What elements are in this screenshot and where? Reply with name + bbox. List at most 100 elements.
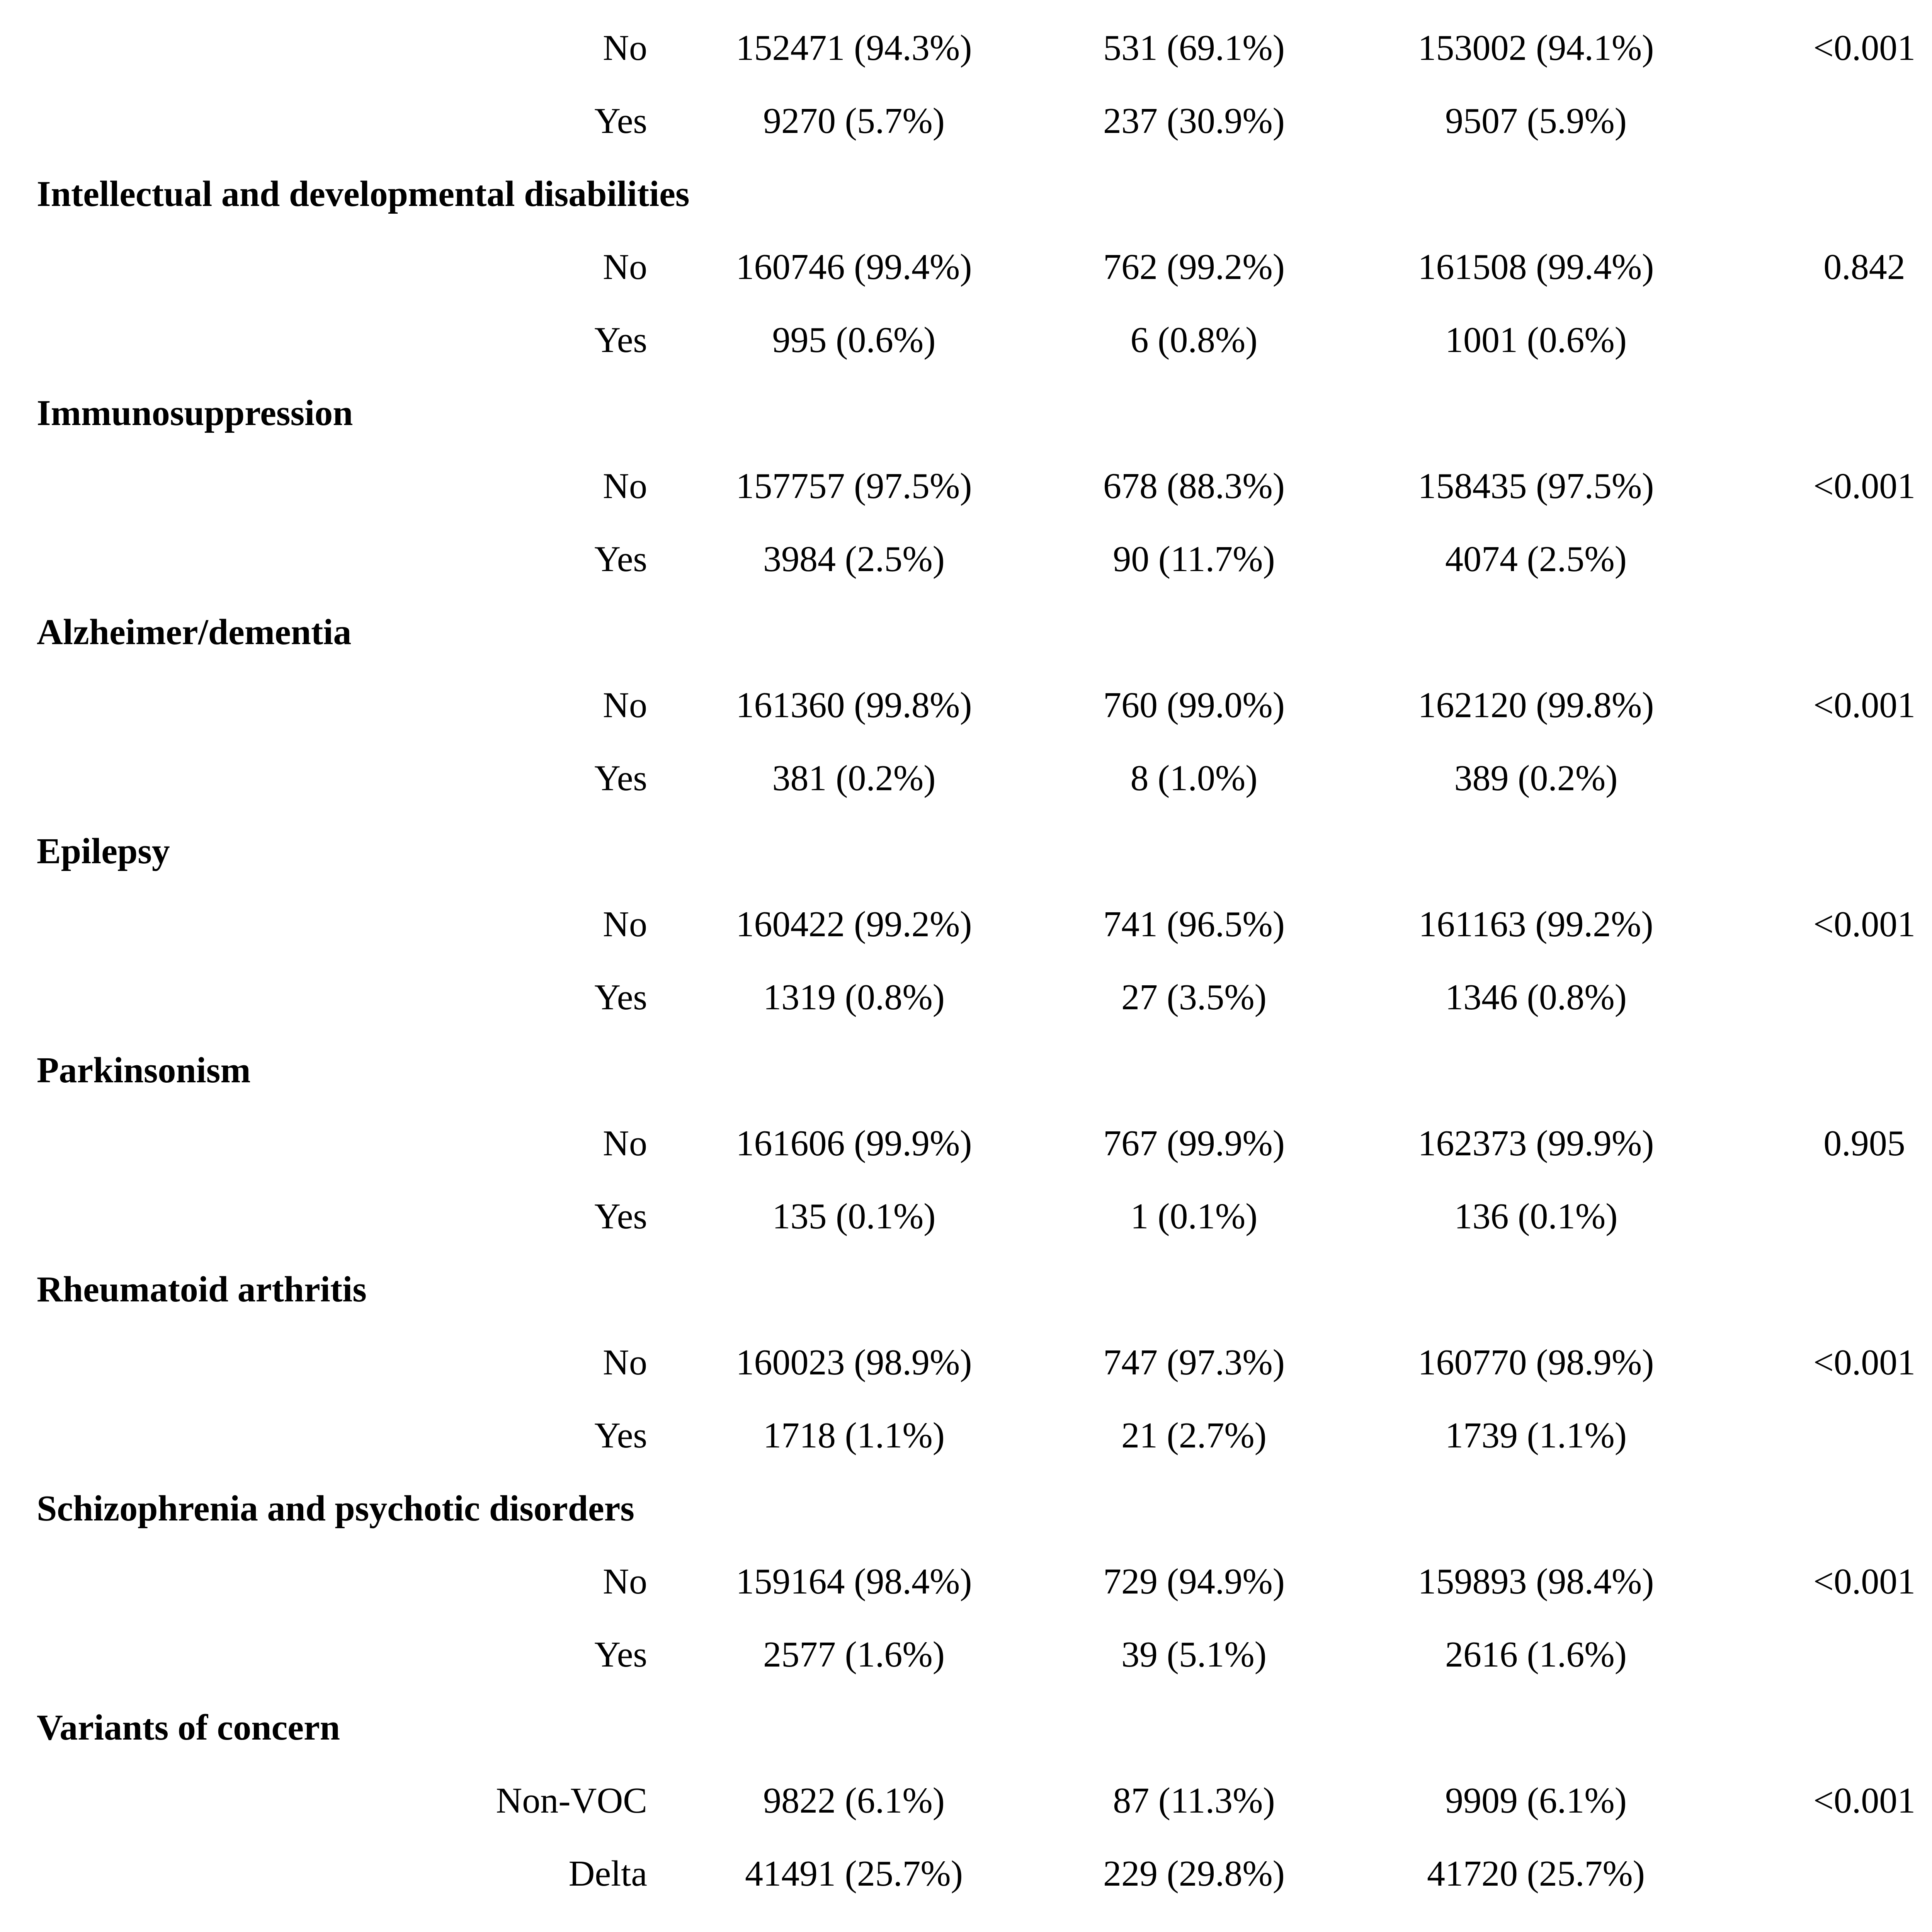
row-label: No [603,28,647,68]
count-column-3: 136 (0.1%) [1454,1196,1618,1236]
category-header-label: Rheumatoid arthritis [37,1269,367,1310]
count-column-2: 27 (3.5%) [1121,977,1267,1017]
table-row: Yes 1718 (1.1%) 21 (2.7%) 1739 (1.1%) [0,1399,1932,1472]
table-row: Yes 995 (0.6%) 6 (0.8%) 1001 (0.6%) [0,304,1932,377]
category-header-row: Schizophrenia and psychotic disorders [0,1472,1932,1545]
table-row: No 161360 (99.8%) 760 (99.0%) 162120 (99.8%… [0,669,1932,742]
table-row: No 157757 (97.5%) 678 (88.3%) 158435 (97.5%… [0,450,1932,523]
count-column-3: 18273 (11.2%) [1327,1910,1745,1932]
count-column-2: 747 (97.3%) [1103,1342,1285,1383]
count-column-1: 160023 (98.9%) [736,1342,972,1383]
table-row: Yes 9270 (5.7%) 237 (30.9%) 9507 (5.9%) [0,85,1932,158]
table-row: No 161606 (99.9%) 767 (99.9%) 162373 (99.9%… [0,1107,1932,1180]
p-value: 0.842 [1823,247,1905,287]
row-label: No [603,247,647,287]
category-header-label: Immunosuppression [37,393,353,433]
count-column-1: 161606 (99.9%) [736,1123,972,1163]
category-header-row: Alzheimer/dementia [0,596,1932,669]
p-value: <0.001 [1813,466,1916,506]
count-column-1: 995 (0.6%) [772,320,936,360]
count-column-2: 678 (88.3%) [1103,466,1285,506]
category-header-label: Intellectual and developmental disabilit… [37,174,690,214]
count-column-3: 1739 (1.1%) [1445,1415,1627,1456]
count-column-3: 161508 (99.4%) [1418,247,1654,287]
count-column-2: 741 (96.5%) [1103,904,1285,944]
count-column-3: 41720 (25.7%) [1427,1854,1645,1894]
p-value: <0.001 [1813,1781,1916,1821]
count-column-1: 9822 (6.1%) [763,1781,945,1821]
table-row: Yes 381 (0.2%) 8 (1.0%) 389 (0.2%) [0,742,1932,815]
count-column-2: 729 (94.9%) [1103,1561,1285,1602]
table-row: Yes 1319 (0.8%) 27 (3.5%) 1346 (0.8%) [0,961,1932,1034]
count-column-2: 8 (1.0%) [1130,758,1258,798]
count-column-3: 153002 (94.1%) [1418,28,1654,68]
p-value: 0.905 [1823,1123,1905,1163]
table-row: No 160023 (98.9%) 747 (97.3%) 160770 (98.9%… [0,1326,1932,1399]
count-column-2: 90 (11.7%) [1113,539,1275,579]
row-label: No [603,1561,647,1602]
count-column-1: 135 (0.1%) [772,1196,936,1236]
count-column-2: 6 (0.8%) [1130,320,1258,360]
row-label: Yes [594,101,647,141]
p-value: <0.001 [1813,28,1916,68]
count-column-2: 762 (99.2%) [1103,247,1285,287]
row-label: Delta [568,1854,647,1894]
count-column-2: 87 (11.3%) [1113,1781,1275,1821]
table-row: Delta 41491 (25.7%) 229 (29.8%) 41720 (25.7… [0,1837,1932,1910]
count-column-2: 760 (99.0%) [1103,685,1285,725]
table-row: No 152471 (94.3%) 531 (69.1%) 153002 (94.1%… [0,12,1932,85]
count-column-1: 2577 (1.6%) [763,1634,945,1675]
category-header-label: Schizophrenia and psychotic disorders [37,1488,634,1529]
count-column-1: 381 (0.2%) [772,758,936,798]
count-column-1: 1319 (0.8%) [763,977,945,1017]
category-header-label: Alzheimer/dementia [37,612,352,652]
count-column-1: 159164 (98.4%) [736,1561,972,1602]
row-label: Yes [594,977,647,1017]
count-column-1: 157757 (97.5%) [736,466,972,506]
count-column-1: 160746 (99.4%) [736,247,972,287]
row-label: Yes [594,1634,647,1675]
count-column-2: 237 (30.9%) [1103,101,1285,141]
count-column-3: 9507 (5.9%) [1445,101,1627,141]
table-row: No 160422 (99.2%) 741 (96.5%) 161163 (99.2%… [0,888,1932,961]
category-header-row: Variants of concern [0,1691,1932,1764]
category-header-label: Parkinsonism [37,1050,251,1090]
count-column-3: 1346 (0.8%) [1445,977,1627,1017]
row-label: No [603,1342,647,1383]
count-column-3: 162120 (99.8%) [1418,685,1654,725]
table-row: No 159164 (98.4%) 729 (94.9%) 159893 (98.4%… [0,1545,1932,1618]
table-row: Yes 135 (0.1%) 1 (0.1%) 136 (0.1%) [0,1180,1932,1253]
count-column-1: 3984 (2.5%) [763,539,945,579]
row-label: Yes [594,320,647,360]
table-row: Non-VOC 9822 (6.1%) 87 (11.3%) 9909 (6.1%) <… [0,1764,1932,1837]
count-column-1: 160422 (99.2%) [736,904,972,944]
category-header-row: Epilepsy [0,815,1932,888]
row-label: No [603,466,647,506]
row-label: Non-VOC [496,1781,647,1821]
count-column-3: 158435 (97.5%) [1418,466,1654,506]
row-label: No [603,1123,647,1163]
count-column-2: 767 (99.9%) [1103,1123,1285,1163]
count-column-1: 18206 (11.3%) [647,1910,1061,1932]
count-column-3: 1001 (0.6%) [1445,320,1627,360]
count-column-2: 531 (69.1%) [1103,28,1285,68]
count-column-2: 229 (29.8%) [1103,1854,1285,1894]
p-value: <0.001 [1813,1342,1916,1383]
count-column-3: 160770 (98.9%) [1418,1342,1654,1383]
count-column-1: 152471 (94.3%) [736,28,972,68]
row-label: No [603,685,647,725]
row-label: Yes [594,539,647,579]
row-label: Yes [594,1196,647,1236]
category-header-row: Rheumatoid arthritis [0,1253,1932,1326]
count-column-3: 159893 (98.4%) [1418,1561,1654,1602]
category-header-label: Variants of concern [37,1708,340,1748]
count-column-2: 67 (8.7%) [1061,1910,1327,1932]
table-row: Yes 3984 (2.5%) 90 (11.7%) 4074 (2.5%) [0,523,1932,596]
count-column-3: 389 (0.2%) [1454,758,1618,798]
row-label: Yes [594,1415,647,1456]
row-label: Alpha [0,1910,647,1932]
count-column-1: 9270 (5.7%) [763,101,945,141]
p-value: <0.001 [1813,685,1916,725]
